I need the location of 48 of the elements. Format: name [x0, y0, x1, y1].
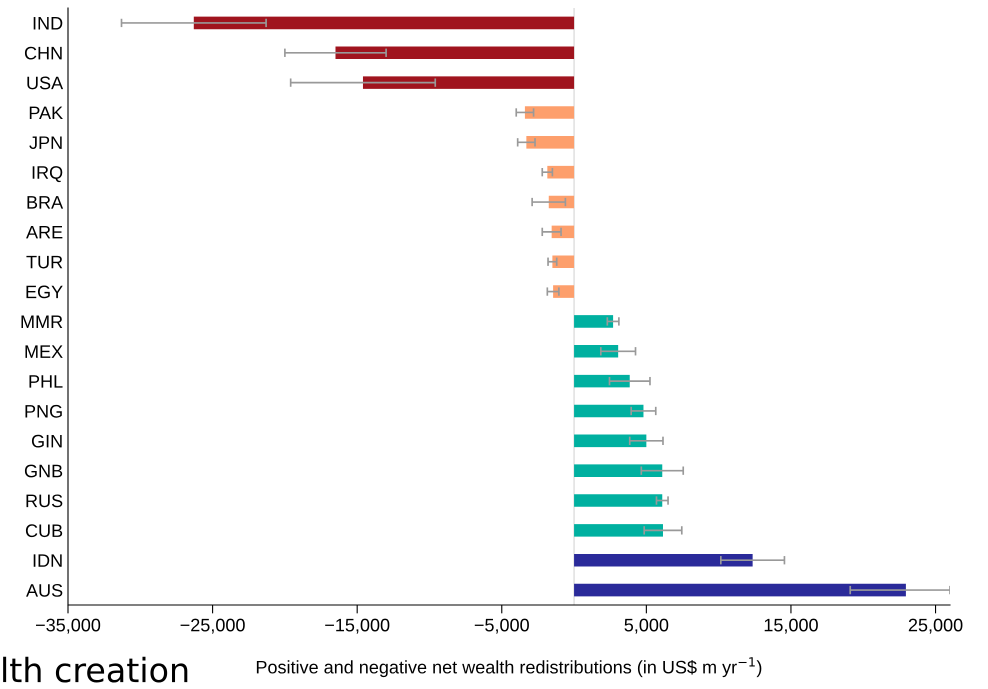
bar	[362, 76, 574, 89]
y-tick-label: BRA	[27, 196, 64, 209]
y-tick-label: PNG	[25, 404, 62, 418]
bar	[574, 434, 646, 448]
y-tick-label: RUS	[26, 494, 62, 508]
bar	[574, 524, 663, 537]
text: lth creation	[3, 656, 188, 683]
x-tick-label: 15,000	[764, 618, 818, 634]
y-tick-label: MMR	[22, 316, 62, 328]
y-tick-label: PAK	[30, 106, 63, 120]
x-axis-title: Positive and negative net wealth redistributions (in US$ m yr$^{−1}$)	[256, 657, 762, 678]
bar	[552, 226, 574, 238]
x-tick-label: 25,000	[908, 618, 962, 634]
y-tick-label: PHL	[29, 375, 63, 388]
y-tick-label: USA	[27, 76, 64, 90]
y-tick-label: GIN	[32, 434, 62, 448]
bar	[552, 255, 574, 268]
x-tick-label: −5,000	[474, 618, 529, 634]
y-tick-label: JPN	[29, 136, 62, 150]
bar	[547, 166, 574, 178]
y-tick-label: EGY	[26, 286, 63, 298]
y-tick-label: MEX	[25, 345, 63, 358]
bar	[574, 584, 906, 596]
bar	[194, 16, 574, 30]
bar	[574, 464, 662, 477]
bar	[526, 136, 574, 149]
bar	[574, 494, 662, 507]
bar	[574, 554, 753, 566]
y-tick-label: IRQ	[32, 166, 62, 182]
bar	[574, 404, 644, 418]
y-tick-label: IDN	[34, 554, 62, 567]
y-tick-label: AUS	[26, 584, 62, 597]
bar	[574, 345, 618, 358]
y-tick-label: CHN	[24, 46, 62, 60]
bar	[574, 315, 614, 328]
x-tick-label: −15,000	[325, 618, 390, 634]
y-tick-label: GNB	[24, 464, 62, 478]
x-tick-label: 5,000	[624, 618, 668, 634]
bar	[553, 285, 574, 298]
y-tick-label: CUB	[26, 524, 62, 538]
bar	[335, 46, 574, 60]
bar	[524, 106, 574, 119]
x-tick-label: −25,000	[180, 618, 245, 634]
y-tick-label: IND	[34, 17, 62, 30]
bar	[574, 374, 630, 388]
y-tick-label: TUR	[26, 256, 62, 268]
y-tick-label: ARE	[26, 226, 62, 238]
x-tick-label: −35,000	[36, 618, 100, 634]
